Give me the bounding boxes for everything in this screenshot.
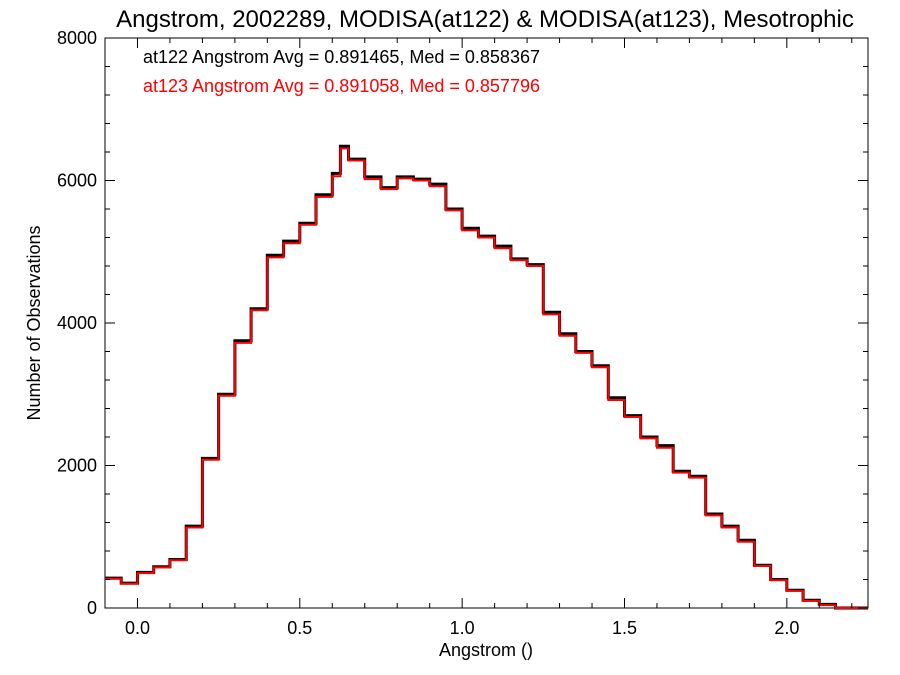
y-tick-label: 8000 [57,28,97,48]
series-line-0 [105,144,868,610]
x-tick-label: 1.5 [612,618,637,638]
chart-title: Angstrom, 2002289, MODISA(at122) & MODIS… [116,6,854,33]
x-tick-label: 0.5 [287,618,312,638]
y-tick-label: 2000 [57,456,97,476]
x-tick-label: 1.0 [450,618,475,638]
x-tick-label: 2.0 [774,618,799,638]
annotation-at122: at122 Angstrom Avg = 0.891465, Med = 0.8… [143,47,540,67]
y-axis-label: Number of Observations [24,225,44,420]
series-line-1 [105,147,868,609]
plot-frame [104,37,869,609]
y-tick-label: 6000 [57,171,97,191]
annotation-at123: at123 Angstrom Avg = 0.891058, Med = 0.8… [143,76,540,96]
x-tick-label: 0.0 [125,618,150,638]
y-tick-label: 0 [87,598,97,618]
y-tick-label: 4000 [57,313,97,333]
x-axis-label: Angstrom () [439,640,533,660]
